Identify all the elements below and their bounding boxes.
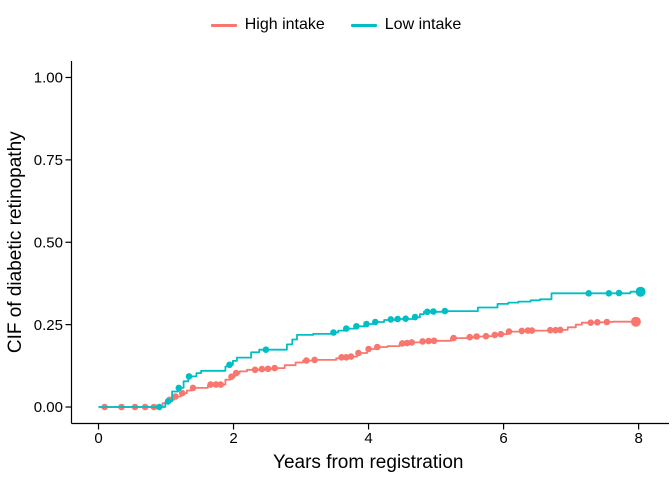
series-low-intake-censor-marker — [430, 308, 437, 315]
series-high-intake-censor-marker — [482, 332, 490, 340]
series-high-intake-censor-marker — [419, 338, 426, 345]
y-tick-label: 0.25 — [34, 317, 63, 334]
series-low-intake-censor-marker — [402, 315, 410, 323]
series-high-intake-censor-marker — [207, 381, 214, 388]
series-high-intake-censor-marker — [557, 326, 564, 334]
series-high-intake-censor-marker — [338, 354, 345, 361]
series-low-intake-censor-marker — [156, 403, 163, 411]
series-low-intake-censor-marker — [164, 398, 172, 405]
series-high-intake-censor-marker — [450, 334, 457, 342]
series-high-intake-censor-marker — [552, 326, 559, 334]
x-tick-label: 8 — [634, 430, 642, 447]
series-low-intake-censor-marker — [185, 373, 193, 380]
y-tick-label: 1.00 — [34, 70, 63, 87]
series-high-intake-censor-marker — [178, 389, 186, 397]
series-high-intake-censor-marker — [594, 319, 601, 326]
y-tick-label: 0.00 — [34, 399, 63, 416]
series-high-intake-censor-marker — [212, 381, 220, 388]
series-low-intake-censor-marker — [424, 308, 431, 316]
series-high-intake-censor-marker — [355, 349, 362, 357]
series-low-intake-censor-marker — [330, 329, 337, 336]
series-high-intake-censor-marker — [466, 333, 474, 341]
series-high-intake-censor-marker — [311, 356, 318, 364]
series-high-intake-end-marker — [630, 316, 641, 327]
series-low-intake-censor-marker — [262, 346, 270, 354]
series-high-intake-censor-marker — [505, 328, 513, 335]
series-low-intake-censor-marker — [387, 316, 395, 323]
series-high-intake-censor-marker — [587, 319, 594, 327]
x-tick-label: 4 — [364, 430, 372, 447]
y-tick-label: 0.50 — [34, 234, 63, 251]
series-high-intake-censor-marker — [172, 393, 179, 400]
series-high-intake-censor-marker — [271, 364, 279, 372]
series-high-intake-censor-marker — [228, 373, 235, 381]
series-low-intake-censor-marker — [411, 313, 419, 321]
series-high-intake-censor-marker — [518, 327, 526, 335]
series-low-intake-censor-marker — [343, 325, 350, 332]
series-low-intake-censor-marker — [372, 318, 379, 326]
series-low-intake-censor-marker — [441, 307, 449, 315]
legend-item-high-intake: High intake — [210, 16, 325, 34]
series-high-intake-censor-marker — [374, 343, 381, 351]
series-high-intake-censor-marker — [528, 327, 536, 334]
series-low-intake-censor-marker — [585, 290, 592, 297]
series-high-intake-censor-marker — [347, 353, 355, 360]
series-high-intake-censor-marker — [491, 331, 499, 339]
series-low-intake-censor-marker — [226, 361, 233, 369]
series-high-intake-censor-marker — [232, 369, 240, 377]
series-low-intake-censor-marker — [363, 320, 370, 328]
series-low-intake-censor-marker — [605, 290, 613, 297]
legend-key-low-intake — [350, 23, 377, 27]
series-high-intake-censor-marker — [425, 337, 432, 345]
series-low-intake-censor-marker — [394, 315, 401, 323]
y-axis-title: CIF of diabetic retinopathy — [5, 131, 26, 353]
legend-item-low-intake: Low intake — [350, 16, 462, 34]
series-low-intake-censor-marker — [175, 384, 183, 392]
chart-legend: High intake Low intake — [0, 11, 672, 39]
series-high-intake-censor-marker — [603, 318, 611, 326]
series-high-intake-censor-marker — [251, 366, 259, 374]
series-high-intake-censor-marker — [189, 384, 197, 392]
y-tick-label: 0.75 — [34, 152, 63, 169]
x-tick-label: 6 — [499, 430, 507, 447]
series-high-intake-censor-marker — [258, 365, 266, 373]
x-axis-title: Years from registration — [273, 452, 463, 473]
series-high-intake-censor-marker — [365, 345, 372, 353]
series-high-intake-censor-marker — [497, 330, 505, 338]
x-tick-label: 0 — [94, 430, 102, 447]
legend-label-high-intake: High intake — [244, 16, 325, 33]
series-high-intake-censor-marker — [303, 357, 310, 364]
series-low-intake-censor-marker — [615, 289, 623, 297]
legend-key-high-intake — [210, 23, 237, 27]
x-tick-label: 2 — [229, 430, 237, 447]
series-low-intake-end-marker — [635, 286, 646, 297]
series-high-intake-censor-marker — [217, 381, 224, 388]
series-high-intake-censor-marker — [264, 365, 272, 373]
series-high-intake-censor-marker — [408, 339, 416, 346]
legend-label-low-intake: Low intake — [384, 16, 462, 33]
series-low-intake-censor-marker — [353, 323, 360, 330]
series-high-intake-censor-marker — [399, 340, 406, 347]
series-high-intake-censor-marker — [546, 326, 554, 334]
series-high-intake-censor-marker — [473, 333, 480, 340]
series-high-intake-censor-marker — [430, 337, 438, 345]
